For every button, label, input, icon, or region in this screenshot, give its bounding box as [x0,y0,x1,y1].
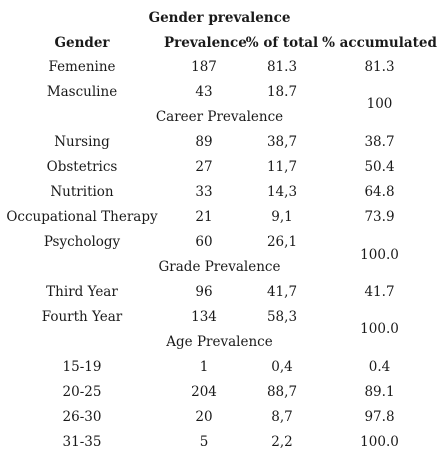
row-label: 15-19 [62,359,102,375]
row-prevalence: 33 [195,184,213,200]
row-pct-total: 58,3 [266,309,298,325]
row-pct-total: 8,7 [271,409,293,425]
row-pct-accumulated: 0.4 [368,359,391,375]
row-pct-total: 18.7 [266,84,298,100]
row-pct-accumulated: 89.1 [364,384,395,400]
row-pct-total: 41,7 [266,284,298,300]
row-label: Third Year [46,284,118,300]
row-pct-accumulated: 64.8 [364,184,395,200]
table-title: Gender prevalence [148,10,291,26]
header-prevalence: Prevalence [164,35,247,51]
row-label: 26-30 [62,409,102,425]
row-pct-total: 88,7 [266,384,298,400]
row-label: Nursing [54,134,110,150]
row-label: Psychology [43,234,121,250]
row-label: Fourth Year [41,309,123,325]
row-pct-accumulated: 97.8 [364,409,395,425]
row-prevalence: 5 [199,434,209,450]
row-pct-total: 9,1 [271,209,293,225]
merged-pct-accumulated: 100.0 [360,321,399,337]
section-title-grade: Grade Prevalence [158,259,281,275]
merged-pct-accumulated: 100 [366,96,393,112]
row-prevalence: 43 [195,84,213,100]
row-prevalence: 96 [195,284,213,300]
row-prevalence: 60 [195,234,213,250]
row-pct-total: 11,7 [266,159,298,175]
row-prevalence: 187 [191,59,217,75]
row-label: Occupational Therapy [6,209,158,225]
row-pct-total: 0,4 [271,359,293,375]
row-pct-accumulated: 73.9 [364,209,395,225]
row-prevalence: 20 [195,409,213,425]
row-prevalence: 21 [195,209,213,225]
section-title-age: Age Prevalence [166,334,273,350]
row-pct-accumulated: 50.4 [364,159,395,175]
row-pct-accumulated: 41.7 [364,284,395,300]
row-label: 20-25 [62,384,102,400]
row-pct-total: 14,3 [266,184,298,200]
row-label: Femenine [48,59,116,75]
row-pct-accumulated: 81.3 [364,59,395,75]
section-title-career: Career Prevalence [155,109,284,125]
row-prevalence: 27 [195,159,213,175]
row-prevalence: 89 [195,134,213,150]
row-pct-total: 81.3 [266,59,298,75]
row-label: Nutrition [50,184,114,200]
row-prevalence: 1 [199,359,209,375]
row-pct-accumulated: 38.7 [364,134,395,150]
row-pct-total: 26,1 [266,234,298,250]
row-label: 31-35 [62,434,102,450]
row-pct-total: 2,2 [271,434,293,450]
row-pct-total: 38,7 [266,134,298,150]
merged-pct-accumulated: 100.0 [360,247,399,263]
row-pct-accumulated: 100.0 [360,434,399,450]
row-label: Obstetrics [46,159,118,175]
row-prevalence: 204 [191,384,217,400]
header-pct-total: % of total [245,35,319,51]
header-pct-accumulated: % accumulated [322,35,437,51]
row-prevalence: 134 [191,309,217,325]
row-label: Masculine [46,84,118,100]
header-gender: Gender [54,35,110,51]
